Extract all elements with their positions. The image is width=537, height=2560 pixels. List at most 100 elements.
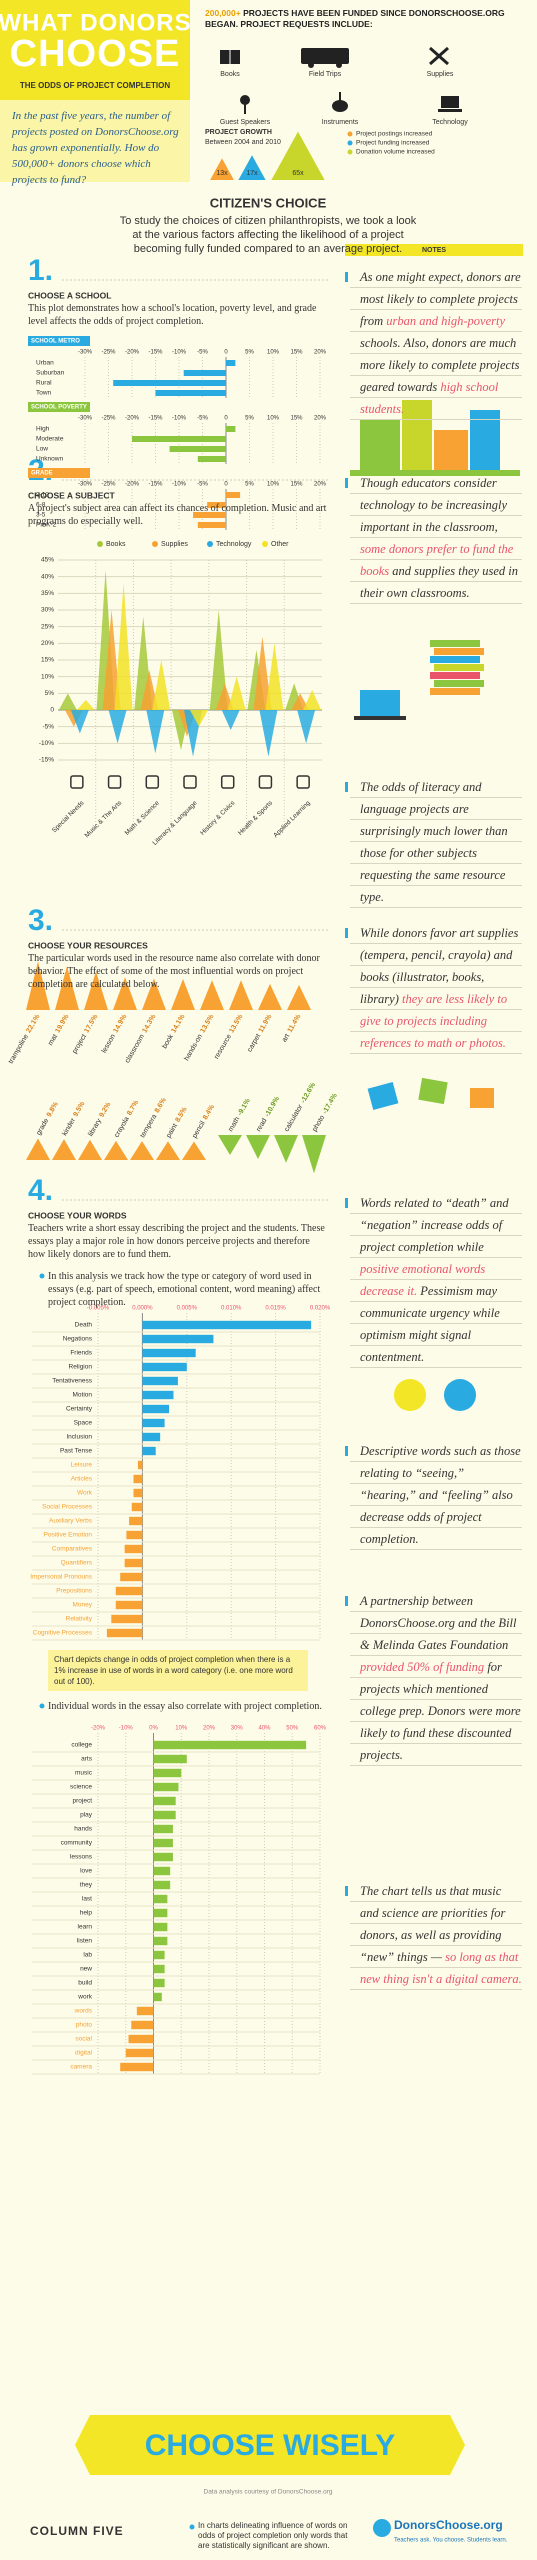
happy-face bbox=[394, 1379, 426, 1411]
bar bbox=[125, 2048, 154, 2058]
paint bbox=[470, 1088, 494, 1108]
word-triangle bbox=[130, 1141, 154, 1160]
bar bbox=[153, 1796, 176, 1806]
bar bbox=[153, 1838, 173, 1848]
funded: 200,000+ bbox=[205, 8, 241, 18]
category-label: college bbox=[71, 1742, 92, 1749]
word-value: 9.8% bbox=[46, 1100, 60, 1118]
word-label: pencil8.4% bbox=[191, 1103, 216, 1139]
bullet bbox=[39, 1703, 45, 1709]
word: crayola bbox=[113, 1116, 130, 1139]
bullet bbox=[39, 1273, 45, 1279]
note-text: urban and high-poverty bbox=[386, 314, 506, 328]
word-value: 17.5% bbox=[83, 1013, 99, 1034]
intro-panel bbox=[0, 100, 190, 182]
x-tick-label: -25% bbox=[101, 482, 116, 488]
growth-triangle bbox=[271, 131, 325, 180]
note: Descriptive words such as those relating… bbox=[350, 1440, 522, 1550]
y-tick-label: -10% bbox=[39, 740, 54, 747]
bar bbox=[153, 1824, 173, 1834]
note-text: The odds of literacy and language projec… bbox=[360, 780, 508, 904]
bar bbox=[131, 2020, 154, 2030]
bar bbox=[111, 1614, 143, 1624]
spike bbox=[146, 710, 165, 754]
icon-shape bbox=[244, 104, 246, 114]
subject-icon bbox=[70, 775, 84, 789]
word-label: mat19.9% bbox=[47, 1013, 71, 1047]
category-label: Work bbox=[77, 1490, 93, 1497]
x-tick-label: 0.000% bbox=[132, 1306, 153, 1312]
bar bbox=[153, 1866, 171, 1876]
word-triangle bbox=[26, 961, 50, 1010]
bar bbox=[153, 1908, 168, 1918]
building bbox=[434, 430, 468, 470]
icon-shape bbox=[441, 96, 459, 108]
legend-swatch bbox=[207, 541, 213, 547]
y-tick-label: 20% bbox=[41, 640, 54, 647]
note-text: some donors prefer to fund the books bbox=[360, 542, 514, 578]
y-tick-label: 40% bbox=[41, 573, 54, 580]
x-tick-label: -0.005% bbox=[87, 1306, 110, 1312]
word-triangle bbox=[218, 1135, 242, 1156]
note-text: As one might expect, donors are most lik… bbox=[360, 270, 521, 328]
note: A partnership between DonorsChoose.org a… bbox=[350, 1590, 522, 1766]
notes-label: NOTES bbox=[422, 247, 446, 254]
bar bbox=[153, 1894, 168, 1904]
word-triangle bbox=[156, 1141, 180, 1160]
building bbox=[360, 420, 400, 470]
bar bbox=[142, 1320, 312, 1330]
category-label: words bbox=[74, 2008, 93, 2015]
y-tick-label: 0 bbox=[50, 707, 54, 714]
bar bbox=[124, 1558, 143, 1568]
word-value: 14.9% bbox=[112, 1013, 128, 1034]
word: book bbox=[161, 1033, 175, 1050]
word-triangle bbox=[182, 1141, 206, 1160]
category-label: Certainty bbox=[66, 1406, 93, 1413]
category-label: arts bbox=[81, 1756, 93, 1763]
spike bbox=[190, 710, 208, 727]
section-title: CHOOSE A SCHOOL bbox=[28, 290, 111, 300]
word-value: 8.6% bbox=[154, 1096, 168, 1114]
x-tick-label: 5% bbox=[245, 416, 254, 422]
notes-header bbox=[345, 244, 523, 256]
word-value: 14.1% bbox=[170, 1013, 186, 1034]
category-label: Impersonal Pronouns bbox=[30, 1574, 93, 1581]
note-marker bbox=[345, 928, 348, 938]
category-label: Religion bbox=[69, 1364, 93, 1371]
bar bbox=[126, 1530, 143, 1540]
note: As one might expect, donors are most lik… bbox=[350, 266, 522, 420]
word-label: read-10.9% bbox=[255, 1095, 281, 1133]
banner bbox=[75, 2415, 465, 2475]
growth-period: Between 2004 and 2010 bbox=[205, 139, 281, 146]
word-triangle bbox=[258, 983, 282, 1010]
y-tick-label: 5% bbox=[45, 690, 55, 697]
spike bbox=[102, 610, 121, 710]
book bbox=[434, 648, 484, 655]
bar bbox=[153, 1754, 187, 1764]
spike bbox=[297, 710, 316, 744]
bar bbox=[137, 1460, 143, 1470]
category-label: 9-12 bbox=[36, 492, 49, 499]
spike bbox=[58, 693, 77, 710]
word-triangle bbox=[52, 1139, 76, 1160]
x-tick-label: 10% bbox=[267, 482, 280, 488]
icon-shape bbox=[336, 62, 342, 68]
bar bbox=[153, 1740, 307, 1750]
subject-icon bbox=[258, 775, 273, 789]
category-label: Leisure bbox=[71, 1462, 93, 1469]
note-text: they are less likely to give to projects… bbox=[360, 992, 508, 1050]
note: While donors favor art supplies (tempera… bbox=[350, 922, 522, 1054]
word: pencil bbox=[191, 1120, 206, 1140]
icon-shape bbox=[332, 100, 348, 112]
x-tick-label: 0 bbox=[224, 416, 228, 422]
x-tick-label: 15% bbox=[290, 350, 303, 356]
subject-icon bbox=[107, 775, 122, 789]
word-value: 9.2% bbox=[98, 1101, 112, 1119]
note-text: While donors favor art supplies (tempera… bbox=[360, 926, 519, 1006]
bullet bbox=[189, 2524, 195, 2530]
category-label: Friends bbox=[70, 1350, 92, 1357]
spike bbox=[253, 636, 272, 710]
word: read bbox=[255, 1117, 268, 1133]
note-text: The chart tells us that music and scienc… bbox=[360, 1884, 506, 1964]
x-tick-label: 10% bbox=[267, 416, 280, 422]
